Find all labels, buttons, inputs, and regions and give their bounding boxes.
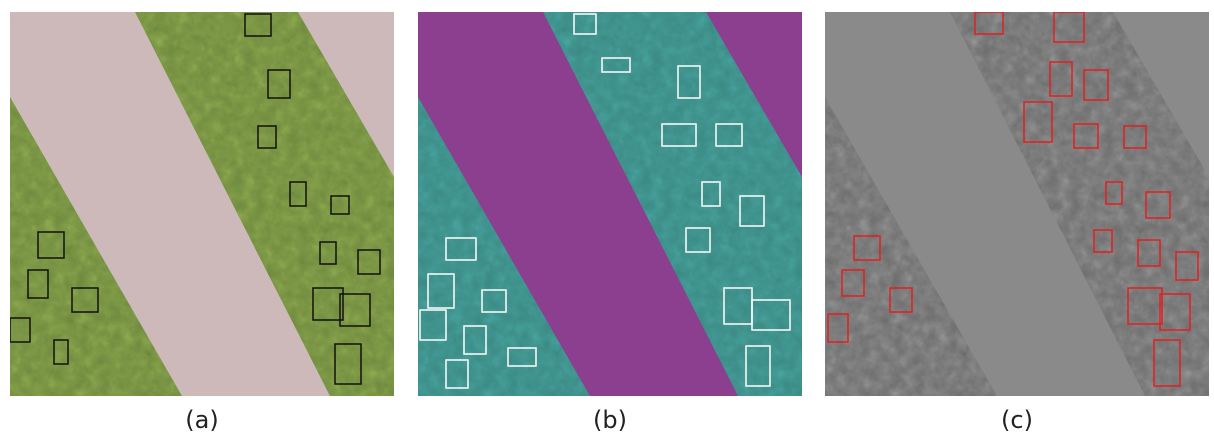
panel-label: (a) [185,406,218,434]
page: (a) (b) (c) (() => { const data = JSON.p… [0,0,1214,439]
image-panel [418,12,802,396]
image-panel [825,12,1209,396]
panel-label: (c) [1001,406,1033,434]
image-panel [10,12,394,396]
figure: (a) (b) (c) [0,0,1214,439]
panel-label: (b) [593,406,627,434]
